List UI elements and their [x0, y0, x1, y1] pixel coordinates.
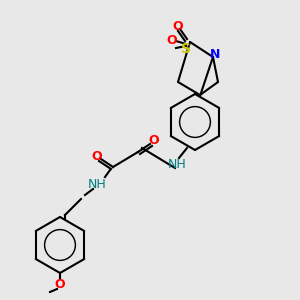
Text: NH: NH	[88, 178, 106, 191]
Text: N: N	[210, 49, 220, 62]
Text: O: O	[167, 34, 177, 46]
Text: O: O	[173, 20, 183, 32]
Text: O: O	[92, 149, 102, 163]
Text: S: S	[181, 42, 191, 56]
Text: O: O	[149, 134, 159, 148]
Text: NH: NH	[168, 158, 186, 170]
Text: O: O	[55, 278, 65, 292]
